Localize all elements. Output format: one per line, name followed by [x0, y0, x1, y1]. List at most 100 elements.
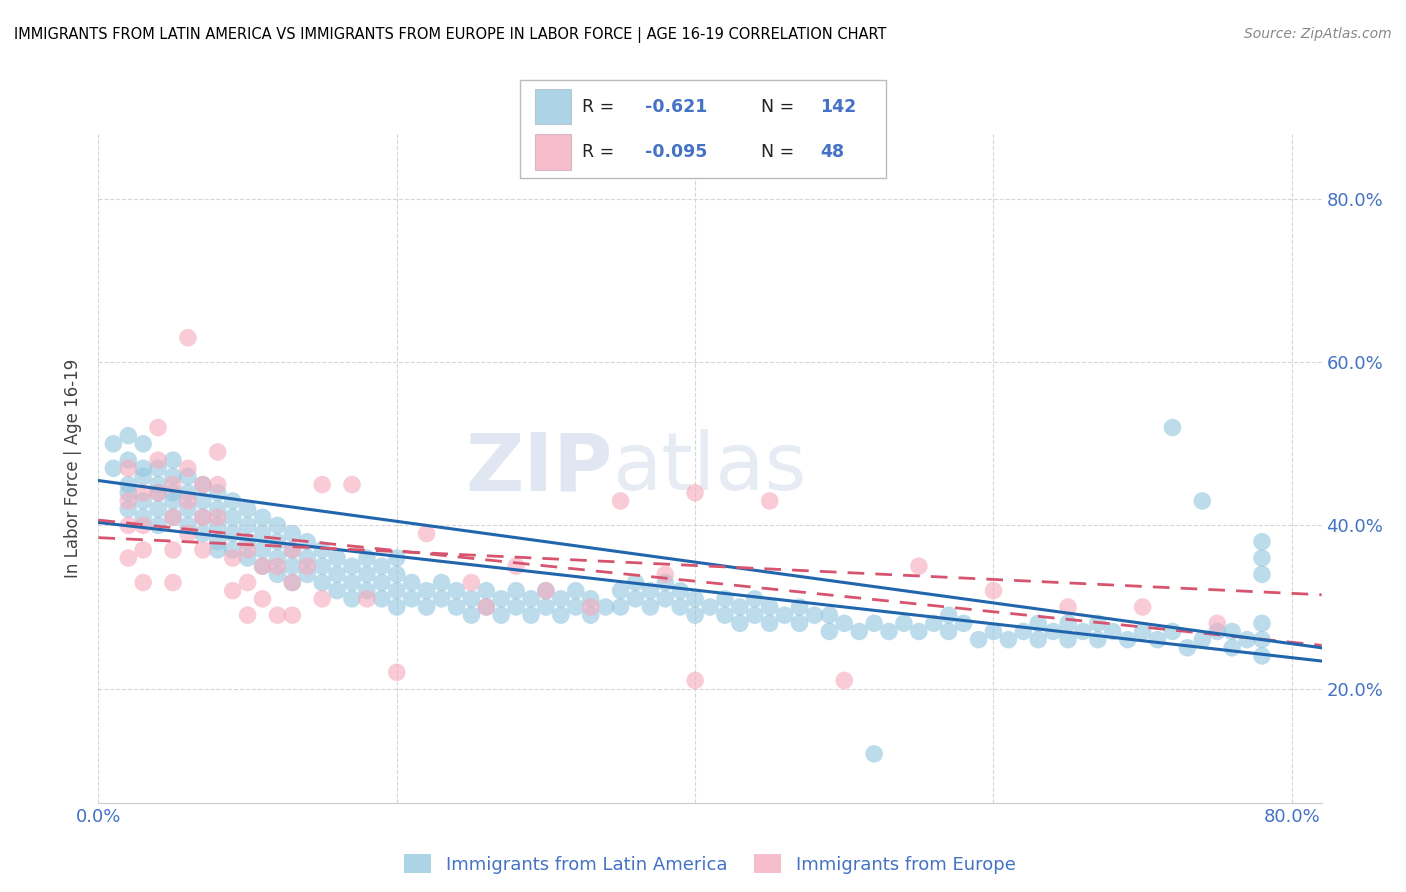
Point: [162, 469, 184, 483]
Point: [1087, 632, 1109, 647]
Point: [340, 477, 363, 491]
Point: [908, 559, 931, 574]
Point: [1012, 624, 1035, 639]
Point: [1177, 640, 1199, 655]
Point: [385, 567, 408, 582]
Point: [460, 575, 482, 590]
Y-axis label: In Labor Force | Age 16-19: In Labor Force | Age 16-19: [65, 359, 83, 578]
Point: [505, 583, 527, 598]
Point: [207, 542, 229, 557]
Point: [207, 477, 229, 491]
Point: [177, 494, 200, 508]
Text: -0.095: -0.095: [644, 143, 707, 161]
Point: [236, 542, 259, 557]
Point: [297, 559, 319, 574]
Point: [132, 494, 155, 508]
Point: [609, 599, 631, 614]
Point: [326, 567, 349, 582]
Point: [117, 453, 139, 467]
Point: [1071, 624, 1094, 639]
Point: [132, 575, 155, 590]
Point: [117, 428, 139, 442]
Point: [714, 608, 737, 623]
Point: [640, 599, 662, 614]
Point: [281, 542, 304, 557]
Point: [326, 551, 349, 566]
Point: [371, 575, 394, 590]
Point: [1206, 624, 1229, 639]
Point: [311, 575, 333, 590]
Point: [117, 551, 139, 566]
Point: [1191, 632, 1213, 647]
Point: [311, 559, 333, 574]
Point: [1206, 616, 1229, 631]
Point: [117, 485, 139, 500]
Point: [103, 437, 125, 451]
Point: [1146, 632, 1168, 647]
Point: [132, 437, 155, 451]
Point: [207, 485, 229, 500]
Point: [162, 477, 184, 491]
Point: [385, 599, 408, 614]
Point: [1161, 624, 1184, 639]
Point: [1042, 624, 1064, 639]
Point: [415, 599, 437, 614]
Point: [385, 551, 408, 566]
Point: [505, 559, 527, 574]
Point: [728, 616, 751, 631]
Point: [415, 583, 437, 598]
Point: [117, 518, 139, 533]
Point: [475, 599, 498, 614]
Point: [146, 502, 169, 516]
Point: [818, 608, 841, 623]
Point: [983, 583, 1005, 598]
Point: [475, 599, 498, 614]
Point: [177, 526, 200, 541]
Text: N =: N =: [762, 143, 794, 161]
Point: [728, 599, 751, 614]
Point: [683, 485, 706, 500]
Point: [297, 567, 319, 582]
Point: [252, 559, 274, 574]
Point: [177, 502, 200, 516]
Point: [938, 608, 960, 623]
Point: [297, 551, 319, 566]
Point: [475, 583, 498, 598]
Point: [863, 747, 886, 761]
Point: [103, 461, 125, 475]
Point: [132, 461, 155, 475]
Point: [1132, 624, 1154, 639]
Point: [908, 624, 931, 639]
Point: [446, 599, 468, 614]
Point: [191, 510, 214, 524]
Point: [1220, 624, 1243, 639]
Text: R =: R =: [582, 143, 614, 161]
Point: [117, 477, 139, 491]
Point: [1251, 632, 1274, 647]
Point: [534, 583, 557, 598]
Point: [579, 599, 602, 614]
Point: [221, 583, 243, 598]
Point: [117, 502, 139, 516]
Point: [758, 494, 780, 508]
Point: [669, 583, 692, 598]
Point: [236, 534, 259, 549]
Point: [863, 616, 886, 631]
Point: [207, 534, 229, 549]
Point: [297, 534, 319, 549]
Point: [773, 608, 796, 623]
Point: [624, 591, 647, 606]
Point: [266, 534, 288, 549]
Point: [520, 608, 543, 623]
Point: [1026, 632, 1049, 647]
Point: [281, 542, 304, 557]
Point: [356, 591, 378, 606]
Point: [132, 485, 155, 500]
Point: [177, 331, 200, 345]
Point: [162, 510, 184, 524]
Point: [340, 559, 363, 574]
Text: R =: R =: [582, 98, 614, 116]
Point: [1251, 616, 1274, 631]
Point: [415, 526, 437, 541]
Point: [744, 608, 766, 623]
